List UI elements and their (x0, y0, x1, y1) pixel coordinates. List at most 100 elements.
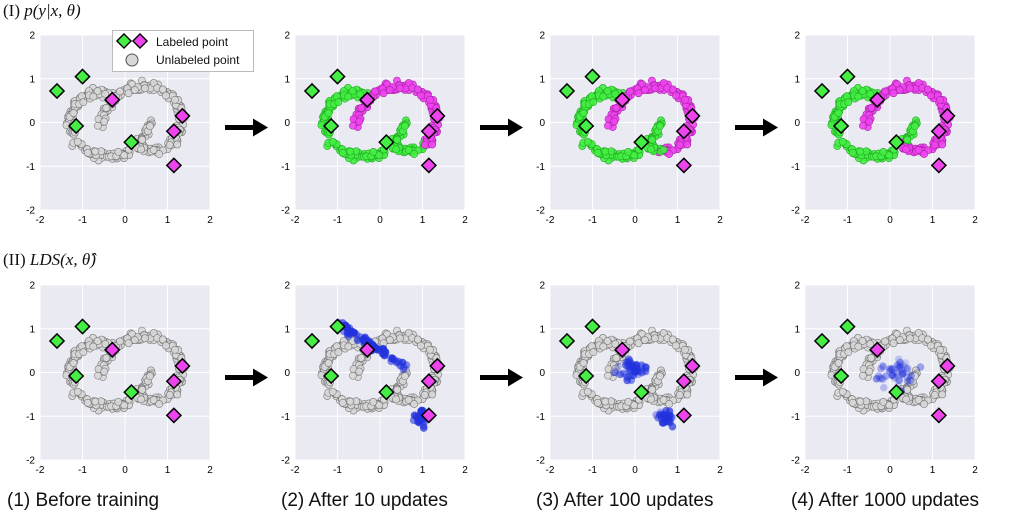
x-tick-label: 1 (930, 215, 936, 226)
data-point (647, 395, 656, 404)
data-point (138, 385, 147, 394)
data-point (612, 104, 621, 112)
data-point (611, 340, 620, 348)
y-tick-label: -1 (281, 162, 290, 173)
data-point (385, 86, 394, 94)
caption-3: (3) After 100 updates (536, 490, 714, 511)
data-point (624, 148, 633, 156)
legend-labeled-entry: Labeled point (115, 33, 228, 51)
data-point (91, 147, 100, 156)
labeled-point-diamond (420, 123, 438, 140)
data-point (346, 397, 355, 406)
data-point (369, 148, 378, 156)
legend-unlabeled-entry: Unlabeled point (115, 51, 239, 69)
data-point (659, 395, 668, 404)
labeled-point-diamond (74, 68, 91, 85)
labeled-point-diamond (614, 91, 631, 108)
data-point (124, 89, 133, 98)
labeled-point-diamond (939, 107, 956, 125)
data-point (838, 387, 847, 396)
y-tick-label: -2 (281, 456, 290, 467)
labeled-point-diamond (584, 68, 601, 85)
data-point (344, 92, 353, 101)
data-point (93, 337, 102, 345)
data-point (171, 345, 179, 354)
data-point (834, 109, 843, 117)
lds-point (625, 356, 634, 365)
data-point (73, 387, 82, 396)
data-point (604, 371, 612, 380)
y-tick-label: 1 (539, 74, 545, 85)
lds-point (899, 368, 908, 377)
labeled-point-diamond (104, 341, 121, 358)
x-tick-label: 0 (122, 465, 128, 476)
row-label-2: (II) LDS(x, θ̂) (3, 250, 96, 270)
data-point (413, 85, 422, 94)
data-point (428, 140, 437, 149)
panel-II-1: -2 -1 0 1 2 -2 -1 0 1 2 (26, 281, 268, 476)
lds-point (898, 361, 907, 369)
legend-green-diamond (115, 33, 133, 50)
lds-point (642, 363, 650, 372)
data-point (834, 359, 843, 367)
data-point (923, 85, 932, 94)
y-tick-label: -2 (791, 456, 800, 467)
scatter-panels: -2 -1 0 1 2 -2 -1 0 1 2 -2 -1 0 1 2 -2 -1 0 1 2 -2 -1 0 1 2 -2 -1 0… (26, 31, 978, 477)
y-tick-label: 0 (29, 118, 35, 129)
x-tick-label: 0 (887, 465, 893, 476)
data-point (604, 121, 612, 130)
x-tick-label: 2 (207, 465, 213, 476)
labeled-point-diamond (174, 107, 191, 125)
x-tick-label: 0 (377, 215, 383, 226)
data-point (149, 395, 158, 404)
data-point (867, 354, 876, 362)
data-point (348, 87, 357, 95)
data-point (858, 87, 867, 95)
y-tick-label: -2 (26, 206, 35, 217)
x-tick-label: 1 (675, 465, 681, 476)
data-point (101, 90, 110, 98)
labeled-point-diamond (813, 332, 831, 350)
data-point (100, 367, 109, 376)
data-point (866, 340, 875, 348)
arrow-right-icon (735, 118, 778, 137)
panel-II-2: -2 -1 0 1 2 -2 -1 0 1 2 (281, 281, 523, 476)
y-tick-label: 1 (794, 74, 800, 85)
labeled-point-diamond (832, 117, 850, 135)
labeled-point-diamond (165, 373, 183, 390)
labeled-point-diamond (930, 157, 948, 174)
data-point (656, 372, 664, 381)
labeled-point-diamond (123, 384, 140, 401)
panel-II-3: -2 -1 0 1 2 -2 -1 0 1 2 (536, 281, 778, 476)
labeled-point-diamond (584, 318, 601, 335)
data-point (927, 341, 935, 350)
data-point (903, 385, 912, 394)
legend-labeled-markers (115, 33, 149, 50)
data-point (885, 401, 894, 410)
data-point (930, 141, 939, 149)
y-tick-label: 2 (29, 31, 35, 42)
data-point (165, 141, 174, 149)
lds-point (398, 358, 407, 367)
data-point (914, 145, 923, 154)
panel-I-2: -2 -1 0 1 2 -2 -1 0 1 2 (281, 31, 523, 226)
data-point (413, 335, 422, 344)
data-point (681, 345, 689, 354)
data-point (141, 334, 149, 343)
data-point (73, 137, 82, 146)
labeled-point-diamond (48, 82, 66, 100)
lds-point (891, 368, 899, 377)
lds-point (889, 371, 897, 380)
data-point (848, 148, 857, 157)
data-point (675, 141, 684, 149)
y-tick-label: -2 (281, 206, 290, 217)
labeled-point-diamond (939, 357, 956, 375)
data-point (675, 391, 684, 399)
data-point (672, 341, 680, 350)
y-tick-label: 1 (29, 74, 35, 85)
x-tick-label: -1 (78, 215, 87, 226)
data-point (116, 337, 124, 346)
data-point (426, 95, 434, 104)
lds-point (641, 367, 650, 376)
labeled-point-diamond (675, 157, 693, 174)
